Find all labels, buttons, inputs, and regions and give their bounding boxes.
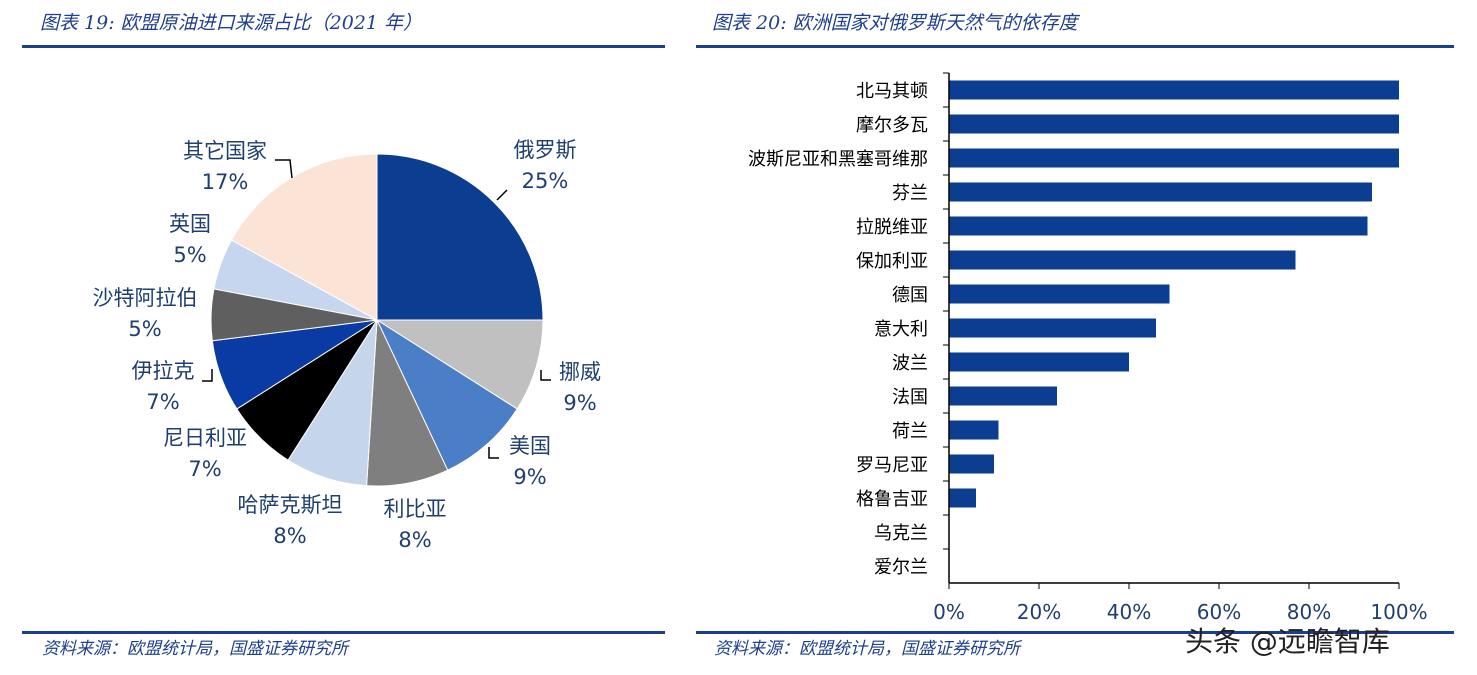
x-tick-label: 60% <box>1197 600 1241 624</box>
pie-title-rule <box>22 45 665 48</box>
pie-label-name: 哈萨克斯坦 <box>238 493 343 517</box>
bar-category-label: 意大利 <box>874 319 928 340</box>
x-tick-label: 20% <box>1017 600 1061 624</box>
pie-leader-line-2 <box>540 370 551 381</box>
bar-source-rule <box>696 631 1454 634</box>
pie-label-pct: 8% <box>273 524 306 548</box>
bar-5 <box>949 216 1368 236</box>
bar-4 <box>949 182 1372 202</box>
bar-7 <box>949 284 1170 304</box>
pie-source-note: 资料来源：欧盟统计局，国盛证券研究所 <box>42 639 348 659</box>
bar-category-label: 波兰 <box>892 353 928 374</box>
pie-chart-title: 图表 19: 欧盟原油进口来源占比（2021 年） <box>40 12 423 34</box>
pie-label-pct: 7% <box>146 390 179 414</box>
bar-10 <box>949 386 1057 406</box>
bar-title-rule <box>696 45 1454 48</box>
pie-label-pct: 17% <box>202 170 249 194</box>
bar-category-label: 罗马尼亚 <box>856 455 928 476</box>
pie-label-name: 挪威 <box>559 360 601 384</box>
pie-slice-1 <box>376 153 544 321</box>
pie-label-pct: 25% <box>522 169 569 193</box>
bar-category-label: 北马其顿 <box>856 81 928 102</box>
bar-13 <box>949 488 976 508</box>
bar-1 <box>949 80 1399 100</box>
bar-8 <box>949 318 1156 338</box>
x-tick-label: 40% <box>1107 600 1151 624</box>
pie-label-pct: 9% <box>563 391 596 415</box>
pie-chart: 俄罗斯 25% 挪威 9% 美国 9% 利比亚 8% 哈萨克斯坦 8% 尼日利亚 7% 伊拉克 7% 沙特阿… <box>93 138 602 552</box>
pie-slice-2 <box>375 319 544 410</box>
x-tick-label: 0% <box>933 600 965 624</box>
pie-label-name: 伊拉克 <box>132 359 195 383</box>
pie-leader-line-1 <box>496 189 508 201</box>
bar-source-note: 资料来源：欧盟统计局，国盛证券研究所 <box>714 639 1020 659</box>
bar-category-label: 摩尔多瓦 <box>856 115 928 136</box>
x-tick-label: 80% <box>1287 600 1331 624</box>
pie-label-name: 其它国家 <box>183 139 267 163</box>
pie-label-name: 尼日利亚 <box>163 426 247 450</box>
bar-category-label: 拉脱维亚 <box>856 217 928 238</box>
bar-2 <box>949 114 1399 134</box>
watermark-text: 头条 @远瞻智库 <box>1185 625 1390 658</box>
bar-category-label: 芬兰 <box>892 183 928 204</box>
pie-leader-line-10 <box>275 159 293 179</box>
bar-category-label: 法国 <box>892 387 928 408</box>
pie-label-pct: 5% <box>173 243 206 267</box>
pie-source-rule <box>22 631 665 634</box>
bar-category-label: 爱尔兰 <box>874 557 928 578</box>
bar-category-label: 保加利亚 <box>856 251 928 272</box>
pie-slice-3 <box>375 318 518 471</box>
bar-category-label: 波斯尼亚和黑塞哥维那 <box>748 149 928 170</box>
bar-category-label: 德国 <box>892 285 928 306</box>
pie-label-pct: 8% <box>398 528 431 552</box>
x-tick-label: 100% <box>1370 600 1427 624</box>
bar-11 <box>949 420 999 440</box>
bar-category-label: 荷兰 <box>892 421 928 442</box>
bar-category-label: 乌克兰 <box>874 523 928 544</box>
pie-label-name: 美国 <box>509 434 551 458</box>
bar-9 <box>949 352 1129 372</box>
pie-label-name: 俄罗斯 <box>514 138 577 162</box>
bar-6 <box>949 250 1296 270</box>
pie-leader-line-7 <box>202 369 213 382</box>
bar-12 <box>949 454 994 474</box>
pie-label-pct: 5% <box>128 317 161 341</box>
pie-label-name: 利比亚 <box>384 497 447 521</box>
bar-3 <box>949 148 1399 168</box>
bar-category-label: 格鲁吉亚 <box>856 489 928 510</box>
pie-label-pct: 7% <box>188 457 221 481</box>
pie-label-name: 英国 <box>169 212 211 236</box>
pie-label-pct: 9% <box>513 465 546 489</box>
pie-leader-line-3 <box>488 447 499 459</box>
pie-label-name: 沙特阿拉伯 <box>93 286 198 310</box>
bar-chart: 北马其顿摩尔多瓦波斯尼亚和黑塞哥维那芬兰拉脱维亚保加利亚德国意大利波兰法国荷兰罗… <box>748 72 1428 624</box>
bar-chart-title: 图表 20: 欧洲国家对俄罗斯天然气的依存度 <box>712 12 1078 34</box>
